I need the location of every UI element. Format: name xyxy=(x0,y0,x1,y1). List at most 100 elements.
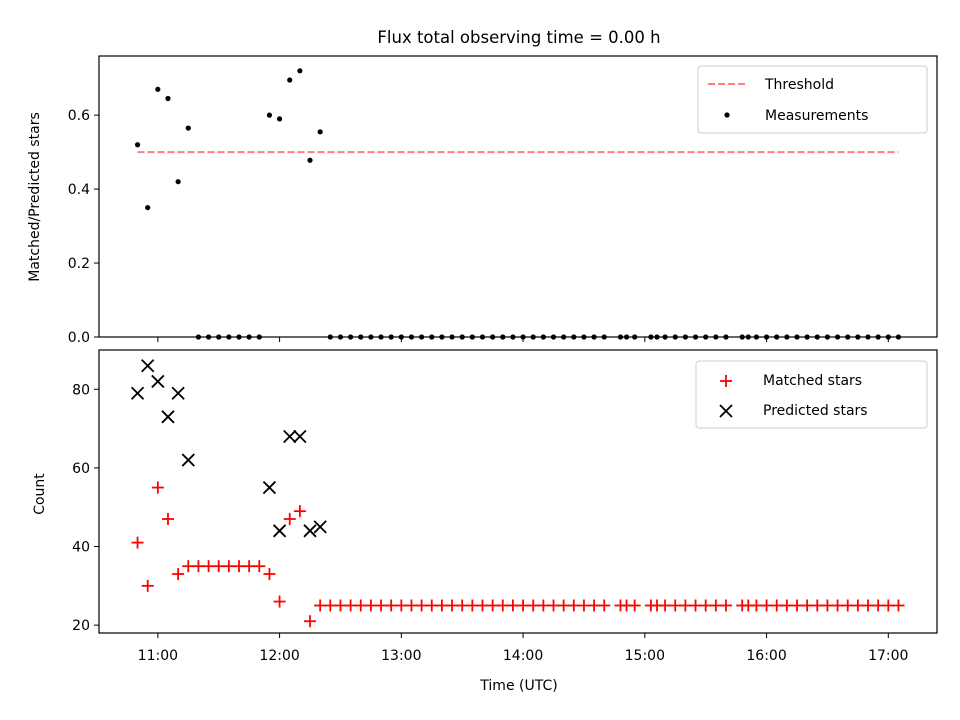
measurement-point xyxy=(307,157,313,163)
bottom-x-tick-label: 16:00 xyxy=(746,648,786,664)
bottom-x-tick-label: 12:00 xyxy=(259,648,299,664)
measurement-point xyxy=(175,179,181,185)
matched-star-point xyxy=(588,599,601,612)
measurement-point xyxy=(287,77,293,83)
top-y-tick-label: 0.6 xyxy=(68,108,90,124)
matched-star-point xyxy=(557,599,570,612)
matched-star-point xyxy=(456,599,469,612)
measurement-point xyxy=(185,125,191,131)
measurement-point xyxy=(276,116,283,122)
matched-star-point xyxy=(811,599,824,612)
matched-star-point xyxy=(273,595,286,608)
matched-star-point xyxy=(293,505,306,518)
x-axis-label: Time (UTC) xyxy=(479,678,557,694)
legend-measurements-swatch xyxy=(724,112,730,118)
predicted-star-point xyxy=(272,524,287,538)
matched-star-point xyxy=(314,599,327,612)
matched-star-point xyxy=(831,599,844,612)
predicted-star-point xyxy=(293,429,307,444)
matched-star-point xyxy=(577,599,590,612)
matched-star-point xyxy=(466,599,479,612)
bottom-x-tick-label: 14:00 xyxy=(503,648,543,664)
bottom-x-tick-label: 13:00 xyxy=(381,648,421,664)
matched-star-point xyxy=(243,560,256,573)
top-y-tick-label: 0.0 xyxy=(68,330,90,346)
bottom-y-axis-label: Count xyxy=(32,473,48,515)
measurement-point xyxy=(266,112,273,118)
matched-star-point xyxy=(882,599,895,612)
matched-star-point xyxy=(598,599,611,612)
matched-star-point xyxy=(821,599,834,612)
bottom-legend: Matched stars Predicted stars xyxy=(695,360,928,429)
matched-star-point xyxy=(364,599,377,612)
matched-star-point xyxy=(212,560,225,573)
bottom-x-axis: 11:00 12:00 13:00 14:00 15:00 16:00 17:00 xyxy=(138,633,908,664)
figure-title: Flux total observing time = 0.00 h xyxy=(377,28,660,47)
matched-star-point xyxy=(699,599,712,612)
matched-star-point xyxy=(567,599,580,612)
matched-star-point xyxy=(862,599,875,612)
matched-star-point xyxy=(151,481,164,494)
matched-star-point xyxy=(425,599,438,612)
matched-star-point xyxy=(182,560,195,573)
matched-star-point xyxy=(222,560,235,573)
bottom-x-tick-label: 11:00 xyxy=(138,648,178,664)
matched-star-point xyxy=(689,599,702,612)
legend-matched-swatch xyxy=(720,375,732,387)
matched-star-point xyxy=(354,599,367,612)
legend-predicted-label: Predicted stars xyxy=(763,403,868,419)
predicted-star-point xyxy=(130,386,145,400)
matched-star-point xyxy=(435,599,448,612)
bottom-y-tick-label: 80 xyxy=(72,382,90,398)
matched-star-point xyxy=(527,599,540,612)
matched-star-point xyxy=(790,599,803,612)
bottom-y-axis: 20 40 60 80 xyxy=(72,382,99,634)
top-legend-box xyxy=(697,65,928,134)
matched-star-point xyxy=(679,599,692,612)
predicted-star-point xyxy=(283,429,297,444)
matched-star-point xyxy=(496,599,509,612)
matched-star-point xyxy=(141,579,154,592)
top-y-tick-label: 0.2 xyxy=(68,256,90,272)
predicted-star-point xyxy=(313,520,327,534)
top-y-tick-label: 0.4 xyxy=(68,182,90,198)
legend-threshold-label: Threshold xyxy=(764,77,834,93)
legend-matched-label: Matched stars xyxy=(763,373,862,389)
matched-star-point xyxy=(405,599,418,612)
matched-star-point xyxy=(669,599,682,612)
top-x-axis xyxy=(157,337,889,342)
matched-star-point xyxy=(659,599,672,612)
matched-star-point xyxy=(283,513,296,526)
matched-star-point xyxy=(304,615,317,628)
matched-star-point xyxy=(841,599,854,612)
matched-star-point xyxy=(628,599,641,612)
measurement-point xyxy=(134,142,141,148)
predicted-star-point xyxy=(181,453,195,467)
matched-star-point xyxy=(344,599,357,612)
matched-star-point xyxy=(506,599,519,612)
matched-star-point xyxy=(233,560,246,573)
matched-star-point xyxy=(334,599,347,612)
matched-star-point xyxy=(780,599,793,612)
matched-star-point xyxy=(446,599,459,612)
bottom-y-tick-label: 20 xyxy=(72,618,90,634)
matched-star-point xyxy=(161,513,174,526)
matched-star-point xyxy=(750,599,763,612)
matched-star-point xyxy=(385,599,398,612)
matched-star-point xyxy=(172,568,185,581)
predicted-star-point xyxy=(171,386,185,400)
top-legend: Threshold Measurements xyxy=(697,65,928,134)
matched-star-point xyxy=(517,599,530,612)
matched-star-point xyxy=(801,599,814,612)
matched-star-point xyxy=(709,599,722,612)
matched-star-point xyxy=(192,560,205,573)
matched-star-point xyxy=(486,599,499,612)
matched-star-point xyxy=(851,599,864,612)
matched-star-point xyxy=(872,599,885,612)
matched-star-point xyxy=(263,568,276,581)
bottom-axes-frame xyxy=(98,349,938,634)
predicted-star-point xyxy=(161,410,175,424)
matched-star-point xyxy=(395,599,408,612)
